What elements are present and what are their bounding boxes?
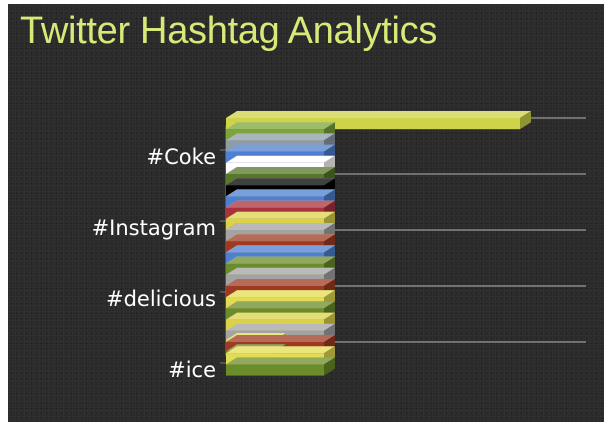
- bar-segment: [226, 364, 324, 376]
- bar-top-face: [226, 279, 335, 286]
- bar-top-face: [226, 155, 335, 163]
- bar-top-face: [226, 346, 335, 354]
- bar-top-face: [226, 189, 335, 197]
- bar-top-face: [226, 133, 335, 141]
- bar-top-face: [226, 178, 335, 186]
- bar-side-face: [520, 111, 531, 130]
- category-label: #Instagram: [92, 216, 216, 240]
- bar-top-face: [226, 335, 335, 342]
- category-label: #ice: [168, 358, 216, 382]
- chart-plot: #ice #delicious #Instagram #Coke: [92, 111, 586, 382]
- category-labels: #ice #delicious #Instagram #Coke: [92, 145, 226, 382]
- bar-top-face: [226, 211, 335, 219]
- bar-top-face: [226, 301, 335, 309]
- bar-side-face: [324, 357, 335, 376]
- bar-segment: [226, 118, 520, 130]
- bar-top-face: [226, 290, 335, 298]
- category-label: #Coke: [147, 145, 216, 169]
- bar-top-face: [226, 234, 335, 242]
- slide: Twitter Hashtag Analytics #ice #delicious…: [8, 4, 604, 422]
- bar-top-face: [226, 223, 335, 230]
- bar-top-face: [226, 122, 335, 130]
- chart-title: Twitter Hashtag Analytics: [20, 10, 438, 52]
- bar-top-face: [226, 245, 335, 253]
- bar-top-face: [226, 200, 335, 208]
- bar-top-face: [226, 111, 531, 118]
- bar-top-face: [226, 357, 335, 365]
- bar-top-face: [226, 312, 335, 320]
- bar-top-face: [226, 267, 335, 275]
- bar-top-face: [226, 256, 335, 264]
- bar-top-face: [226, 144, 335, 152]
- category-label: #delicious: [106, 287, 216, 311]
- bar-top-face: [226, 323, 335, 331]
- bars: [226, 111, 531, 376]
- bar-top-face: [226, 167, 335, 174]
